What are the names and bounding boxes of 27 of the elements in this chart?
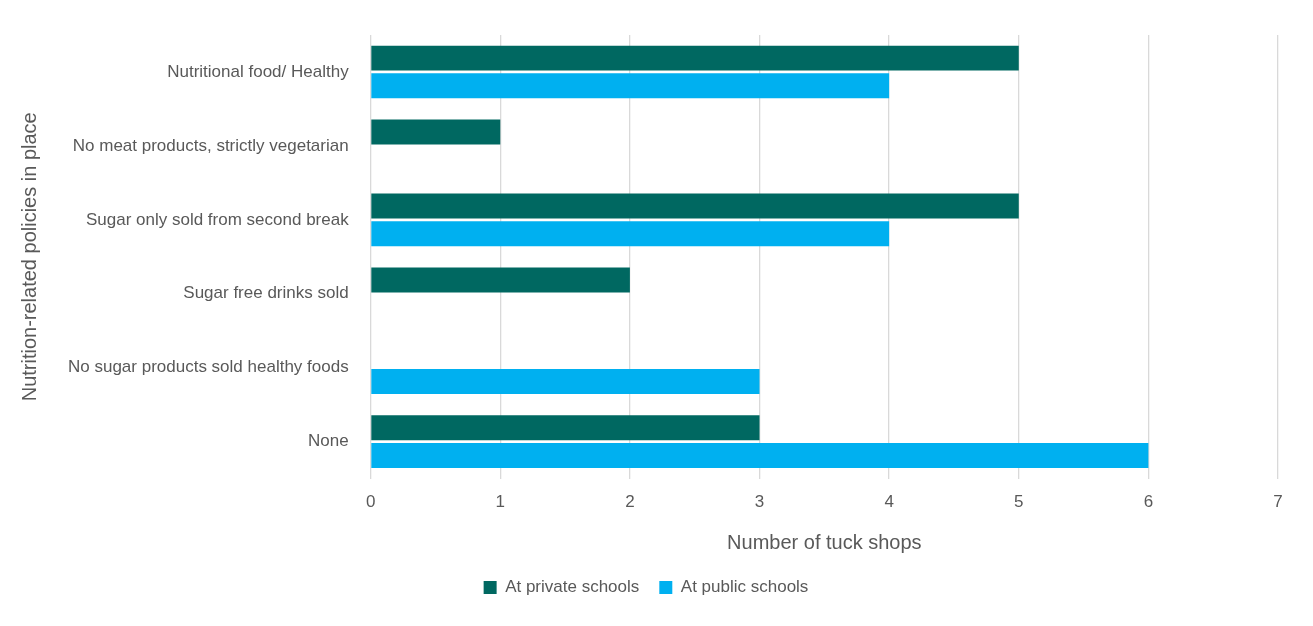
bar <box>371 119 501 145</box>
x-tick-label: 0 <box>365 492 376 512</box>
y-tick-label: Sugar free drinks sold <box>183 283 349 303</box>
x-tick-label: 6 <box>1143 492 1154 512</box>
bar <box>371 45 1019 71</box>
bar <box>371 267 630 293</box>
bar <box>371 221 890 247</box>
legend-label: At private schools <box>505 577 640 597</box>
legend-label: At public schools <box>680 577 809 597</box>
x-tick-label: 7 <box>1273 492 1283 512</box>
y-tick-label: Nutritional food/ Healthy <box>167 61 350 81</box>
bar <box>371 415 760 441</box>
bar <box>371 193 1019 219</box>
bar <box>371 73 890 99</box>
y-tick-label: Sugar only sold from second break <box>85 209 350 229</box>
x-axis-title: Number of tuck shops <box>727 530 922 553</box>
y-tick-label: None <box>308 431 349 451</box>
y-axis-title: Nutrition-related policies in place <box>17 112 40 402</box>
x-tick-label: 3 <box>754 492 765 512</box>
x-tick-label: 1 <box>495 492 506 512</box>
y-tick-label: No meat products, strictly vegetarian <box>72 135 349 155</box>
bar <box>371 443 1149 468</box>
x-tick-label: 4 <box>884 492 894 512</box>
x-tick-label: 5 <box>1014 492 1024 512</box>
bar <box>371 369 760 395</box>
x-tick-label: 2 <box>625 492 635 512</box>
y-tick-label: No sugar products sold healthy foods <box>67 357 349 377</box>
